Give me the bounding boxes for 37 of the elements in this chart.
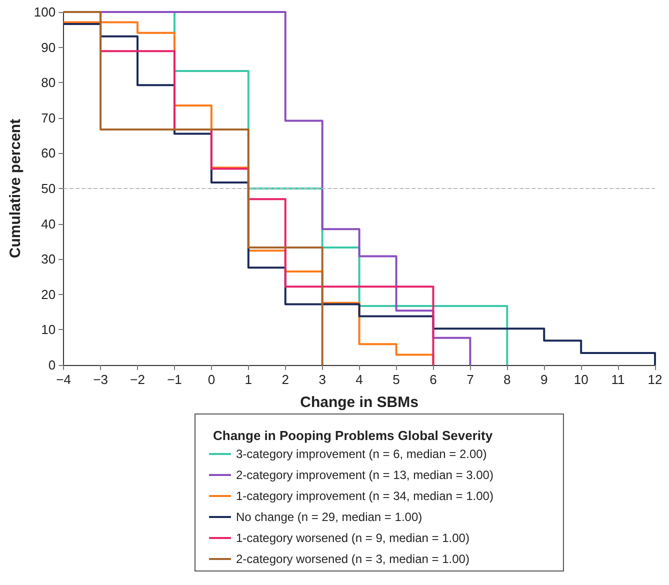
legend-label: 3-category improvement (n = 6, median = 2.00) [236,447,487,461]
legend-label: 2-category worsened (n = 3, median = 1.00) [236,552,470,566]
y-tick-label: 100 [34,4,56,20]
y-tick-label: 80 [41,75,56,90]
x-tick-label: 7 [466,372,474,387]
x-tick-label: 0 [208,372,216,387]
x-tick-label: 3 [318,372,326,387]
y-tick-label: 70 [41,110,56,126]
x-tick-label: 9 [540,372,548,387]
legend-label: 1-category worsened (n = 9, median = 1.00) [236,531,470,545]
x-tick-label: 4 [356,372,363,387]
legend-label: 2-category improvement (n = 13, median = 3.00) [236,468,494,482]
y-tick-label: 0 [48,358,56,372]
x-tick-label: −1 [167,372,182,387]
legend-label: 1-category improvement (n = 34, median = 1.00) [236,489,494,503]
y-axis-title: Cumulative percent [7,118,24,258]
y-tick-label: 10 [41,322,56,338]
y-tick-label: 90 [41,40,56,55]
x-tick-label: −3 [93,372,108,387]
legend-title: Change in Pooping Problems Global Severity [213,428,494,443]
x-tick-label: −2 [130,372,145,387]
x-tick-label: 8 [504,372,511,387]
y-tick-label: 50 [41,181,56,196]
x-tick-label: 11 [611,372,625,387]
x-tick-label: 10 [574,372,588,387]
x-tick-label: 6 [430,372,437,387]
x-tick-label: 12 [648,372,662,387]
x-axis-title: Change in SBMs [300,394,418,411]
x-tick-label: 5 [392,372,400,387]
x-tick-label: 1 [244,372,252,387]
legend-label: No change (n = 29, median = 1.00) [236,510,422,524]
y-tick-label: 30 [41,252,56,267]
x-tick-label: −4 [56,372,72,387]
y-tick-label: 20 [41,286,56,302]
y-tick-label: 60 [41,146,56,161]
y-tick-label: 40 [41,216,56,232]
x-tick-label: 2 [282,372,289,387]
